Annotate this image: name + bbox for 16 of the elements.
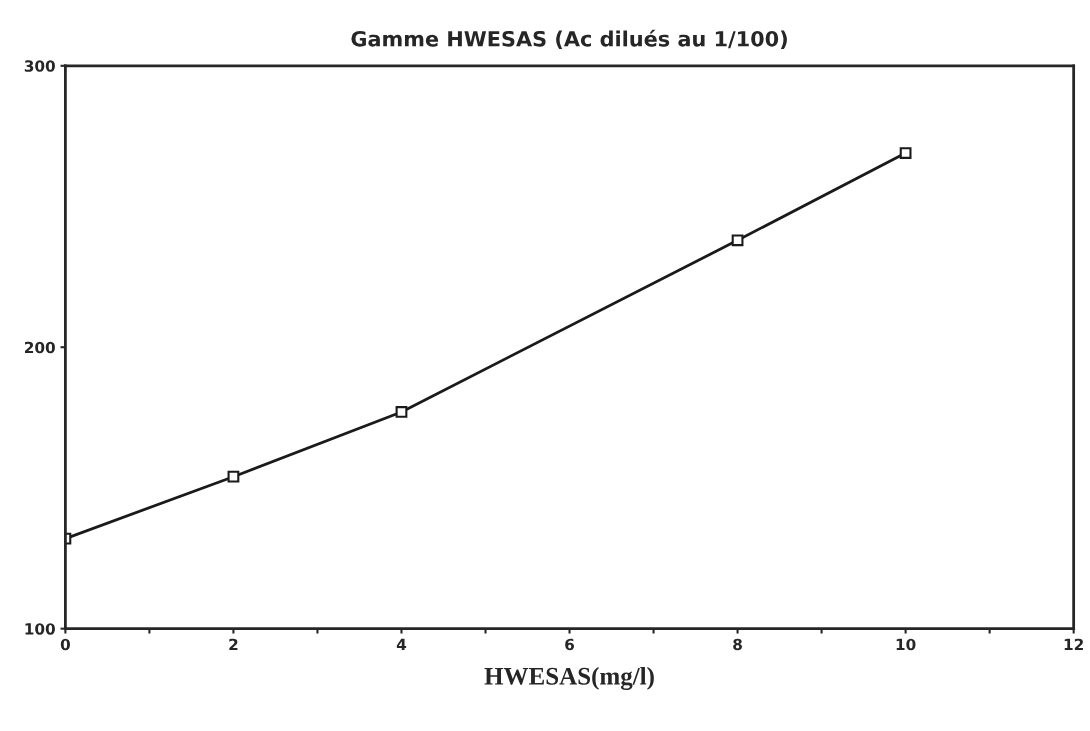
x-tick-label: 8 (733, 638, 742, 651)
y-tick-label: 200 (25, 341, 55, 354)
x-tick-label: 10 (896, 638, 916, 651)
chart-title: Gamme HWESAS (Ac dilués au 1/100) (351, 29, 787, 50)
point (395, 406, 408, 418)
point (731, 234, 744, 247)
y-tick-label: 300 (24, 60, 55, 72)
point (899, 147, 912, 159)
x-tick-label: 6 (565, 638, 575, 651)
y-tick-label: 100 (25, 623, 55, 635)
x-tick-label: 4 (396, 638, 407, 650)
x-axis-title: HWESAS(mg/l) (484, 667, 654, 690)
x-tick-label: 12 (1064, 638, 1083, 650)
x-tick-label: 0 (60, 638, 70, 651)
point (227, 470, 240, 483)
x-tick-label: 2 (229, 638, 238, 650)
